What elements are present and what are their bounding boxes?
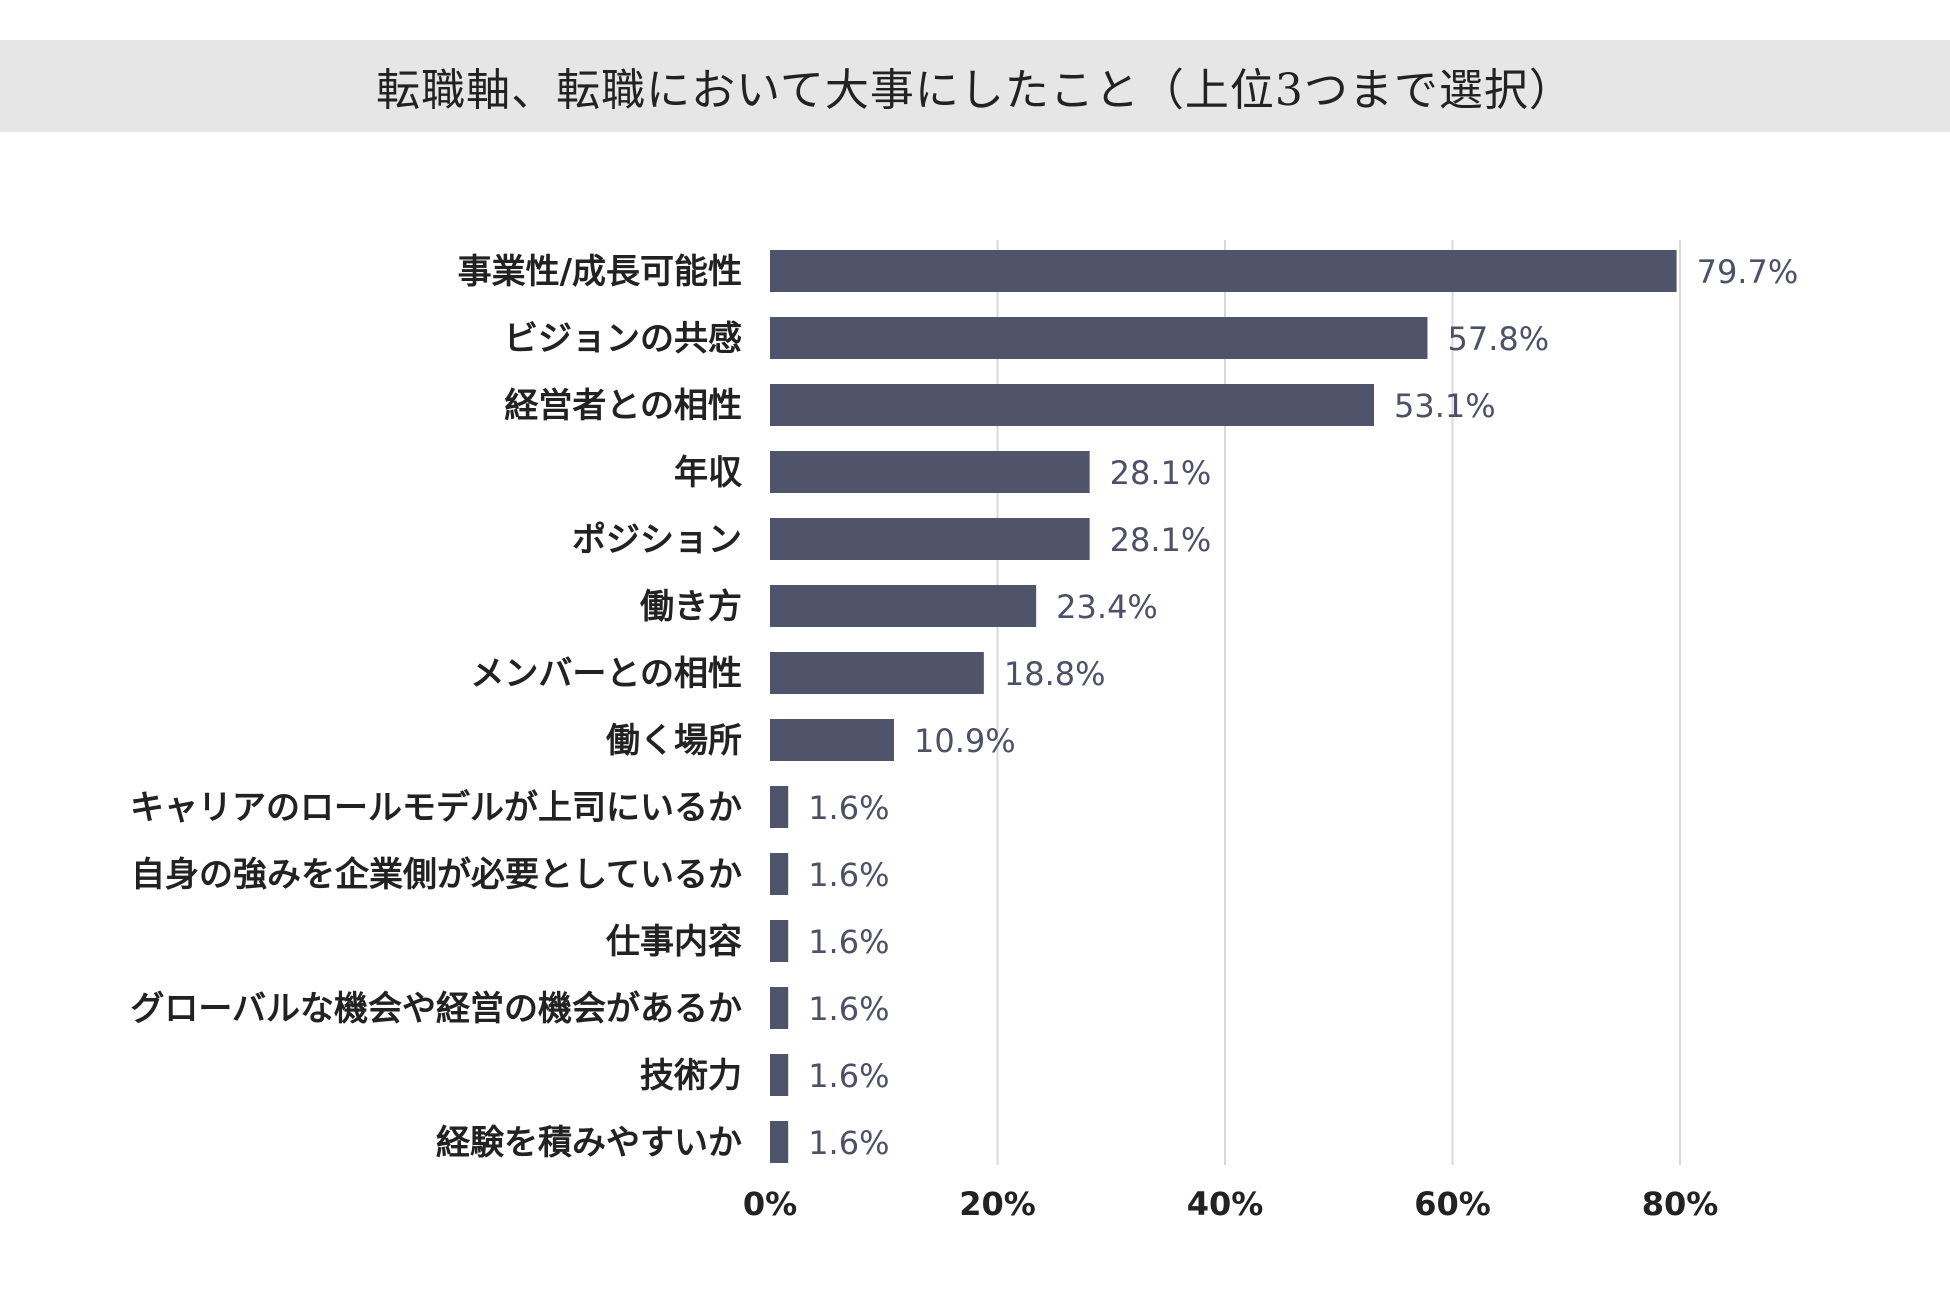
value-label-1: 57.8% [1447,320,1549,358]
category-label-9: 自身の強みを企業側が必要としているか [131,855,742,895]
value-label-2: 53.1% [1394,387,1496,425]
bar-11 [770,987,789,1029]
value-label-11: 1.6% [808,990,889,1028]
value-label-3: 28.1% [1110,454,1212,492]
bar-1 [770,317,1428,359]
value-label-7: 10.9% [914,722,1016,760]
value-label-10: 1.6% [808,923,889,961]
category-label-12: 技術力 [640,1056,742,1096]
bar-3 [770,451,1090,493]
bar-10 [770,920,789,962]
value-label-4: 28.1% [1110,521,1212,559]
value-label-12: 1.6% [808,1057,889,1095]
category-label-7: 働く場所 [606,721,742,761]
bar-6 [770,652,984,694]
category-label-3: 年収 [674,453,742,493]
bar-13 [770,1121,789,1163]
chart-title: 転職軸、転職において大事にしたこと（上位3つまで選択） [376,65,1574,116]
x-tick-label-60: 60% [1414,1185,1491,1223]
bar-8 [770,786,789,828]
x-tick-label-0: 0% [743,1185,797,1223]
x-tick-label-40: 40% [1187,1185,1264,1223]
chart-title-band: 転職軸、転職において大事にしたこと（上位3つまで選択） [0,40,1950,132]
category-label-13: 経験を積みやすいか [436,1123,742,1163]
category-label-6: メンバーとの相性 [470,654,742,694]
bar-12 [770,1054,789,1096]
category-label-0: 事業性/成長可能性 [458,252,742,292]
category-label-2: 経営者との相性 [504,386,742,426]
bar-0 [770,250,1677,292]
category-label-1: ビジョンの共感 [504,319,742,359]
bar-7 [770,719,894,761]
category-label-5: 働き方 [640,587,742,627]
bar-4 [770,518,1090,560]
value-label-0: 79.7% [1697,253,1799,291]
value-label-9: 1.6% [808,856,889,894]
value-label-13: 1.6% [808,1124,889,1162]
bar-5 [770,585,1037,627]
value-label-6: 18.8% [1004,655,1106,693]
category-label-10: 仕事内容 [606,922,742,962]
x-tick-label-20: 20% [959,1185,1036,1223]
category-label-8: キャリアのロールモデルが上司にいるか [130,788,742,828]
value-label-8: 1.6% [808,789,889,827]
category-label-11: グローバルな機会や経営の機会があるか [130,989,742,1029]
bar-2 [770,384,1375,426]
bar-9 [770,853,789,895]
value-label-5: 23.4% [1056,588,1158,626]
category-label-4: ポジション [572,520,742,560]
x-tick-label-80: 80% [1642,1185,1719,1223]
